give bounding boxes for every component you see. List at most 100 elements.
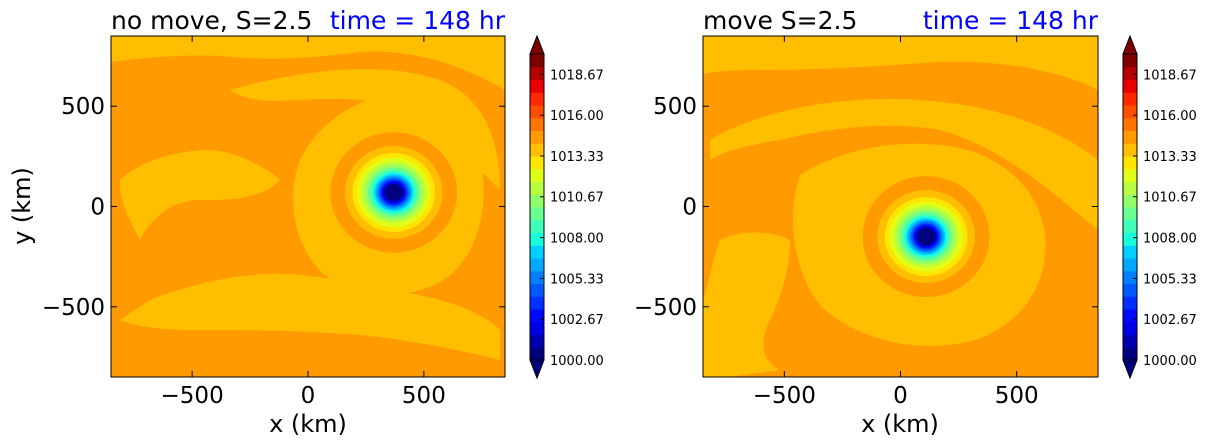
contour-level <box>385 185 402 200</box>
colorbar-tick-label: 1008.00 <box>1143 232 1197 247</box>
colorbar-extend-min <box>529 359 545 380</box>
colorbar-tick-label: 1005.33 <box>1143 272 1197 287</box>
colorbar-segment <box>530 232 544 246</box>
colorbar-segment <box>1123 347 1137 361</box>
colorbar-segment <box>1123 296 1137 310</box>
colorbar-segment <box>530 258 544 272</box>
colorbar-tick-label: 1000.00 <box>550 354 604 369</box>
time-label: time = 148 hr <box>923 6 1099 35</box>
colorbar-segment <box>1123 270 1137 284</box>
colorbar-segment <box>530 270 544 284</box>
colorbar-segment <box>530 194 544 208</box>
colorbar-tick-label: 1018.67 <box>550 68 604 83</box>
colorbar-segment <box>530 168 544 182</box>
field-region-left-lobe <box>703 232 790 377</box>
x-tick-label: 0 <box>893 383 908 409</box>
colorbar-segment <box>1123 194 1137 208</box>
field-region-outer-band <box>703 36 1098 90</box>
colorbar-tick-label: 1002.67 <box>1143 313 1197 328</box>
colorbar-segment <box>530 181 544 195</box>
colorbar-segment <box>530 245 544 259</box>
colorbar-segment <box>1123 66 1137 80</box>
y-tick-label: −500 <box>634 295 697 321</box>
colorbar-segment <box>530 66 544 80</box>
panel-title: move S=2.5 <box>703 6 857 35</box>
x-tick-label: −500 <box>753 383 816 409</box>
y-tick-label: 500 <box>653 94 697 120</box>
colorbar-segment <box>1123 283 1137 297</box>
contour-field <box>111 36 505 377</box>
colorbar-segment <box>530 54 544 68</box>
colorbar-tick-label: 1010.67 <box>1143 191 1197 206</box>
colorbar-tick-label: 1000.00 <box>1143 354 1197 369</box>
colorbar-segment <box>1123 143 1137 157</box>
field-region-band <box>230 69 500 190</box>
contour-level <box>918 229 934 245</box>
colorbar-frame <box>1122 53 1138 361</box>
y-tick-label: 0 <box>90 195 105 221</box>
colorbar-segment <box>1123 117 1137 131</box>
x-axis-label: x (km) <box>269 410 347 438</box>
colorbar-segment <box>530 143 544 157</box>
colorbar-segment <box>530 117 544 131</box>
colorbar-segment <box>530 156 544 170</box>
colorbar-segment <box>1123 309 1137 323</box>
x-axis: −500 0 500 <box>753 36 1039 409</box>
colorbar-segment <box>530 92 544 106</box>
colorbar-segment <box>1123 207 1137 221</box>
time-label: time = 148 hr <box>330 6 506 35</box>
vortex-rings <box>330 132 458 253</box>
colorbar-segment <box>1123 321 1137 335</box>
y-axis: −500 0 500 <box>42 94 505 321</box>
colorbar-segment <box>1123 258 1137 272</box>
field-region-outer-band <box>111 36 505 90</box>
field-region-lower-band <box>120 273 500 360</box>
colorbar-segment <box>530 321 544 335</box>
x-tick-label: 0 <box>301 383 316 409</box>
colorbar-extend-max <box>529 34 545 55</box>
colorbar-segment <box>1123 334 1137 348</box>
y-tick-label: 0 <box>682 195 697 221</box>
colorbar-tick-label: 1013.33 <box>550 150 604 165</box>
colorbar-segment <box>1123 130 1137 144</box>
colorbar-segment <box>530 207 544 221</box>
colorbar-tick-label: 1008.00 <box>550 232 604 247</box>
colorbar-segment <box>530 309 544 323</box>
colorbar-tick-label: 1016.00 <box>1143 109 1197 124</box>
vortex-rings <box>862 176 990 297</box>
colorbar-extend-min <box>1122 359 1138 380</box>
x-tick-label: 500 <box>995 383 1039 409</box>
panel-move: move S=2.5 time = 148 hr −500 0 500 −500 0 5… <box>634 6 1197 438</box>
field-region-band <box>710 99 1098 231</box>
colorbar-segment <box>1123 54 1137 68</box>
colorbar-segment <box>1123 232 1137 246</box>
x-axis-label: x (km) <box>861 410 939 438</box>
colorbar-segment <box>530 347 544 361</box>
colorbar: 1000.00 1002.67 1005.33 1008.00 1010.67 1013.… <box>1122 34 1197 380</box>
x-tick-label: −500 <box>161 383 224 409</box>
colorbar-frame <box>529 53 545 361</box>
x-axis: −500 0 500 <box>161 36 446 409</box>
colorbar-segment <box>530 334 544 348</box>
colorbar-segment <box>530 105 544 119</box>
colorbar-segment <box>1123 156 1137 170</box>
colorbar-segment <box>1123 79 1137 93</box>
colorbar-segment <box>1123 181 1137 195</box>
colorbar-segment <box>1123 168 1137 182</box>
colorbar-segment <box>1123 245 1137 259</box>
colorbar: 1000.00 1002.67 1005.33 1008.00 1010.67 1013.… <box>529 34 604 380</box>
colorbar-segment <box>530 283 544 297</box>
colorbar-segment <box>530 79 544 93</box>
colorbar-segment <box>1123 105 1137 119</box>
colorbar-segment <box>530 130 544 144</box>
colorbar-tick-label: 1010.67 <box>550 191 604 206</box>
y-axis-label: y (km) <box>8 167 36 245</box>
colorbar-segment <box>1123 92 1137 106</box>
colorbar-segment <box>530 296 544 310</box>
y-tick-label: 500 <box>61 94 105 120</box>
colorbar-tick-label: 1002.67 <box>550 313 604 328</box>
colorbar-tick-label: 1018.67 <box>1143 68 1197 83</box>
colorbar-tick-label: 1005.33 <box>550 272 604 287</box>
colorbar-tick-label: 1016.00 <box>550 109 604 124</box>
